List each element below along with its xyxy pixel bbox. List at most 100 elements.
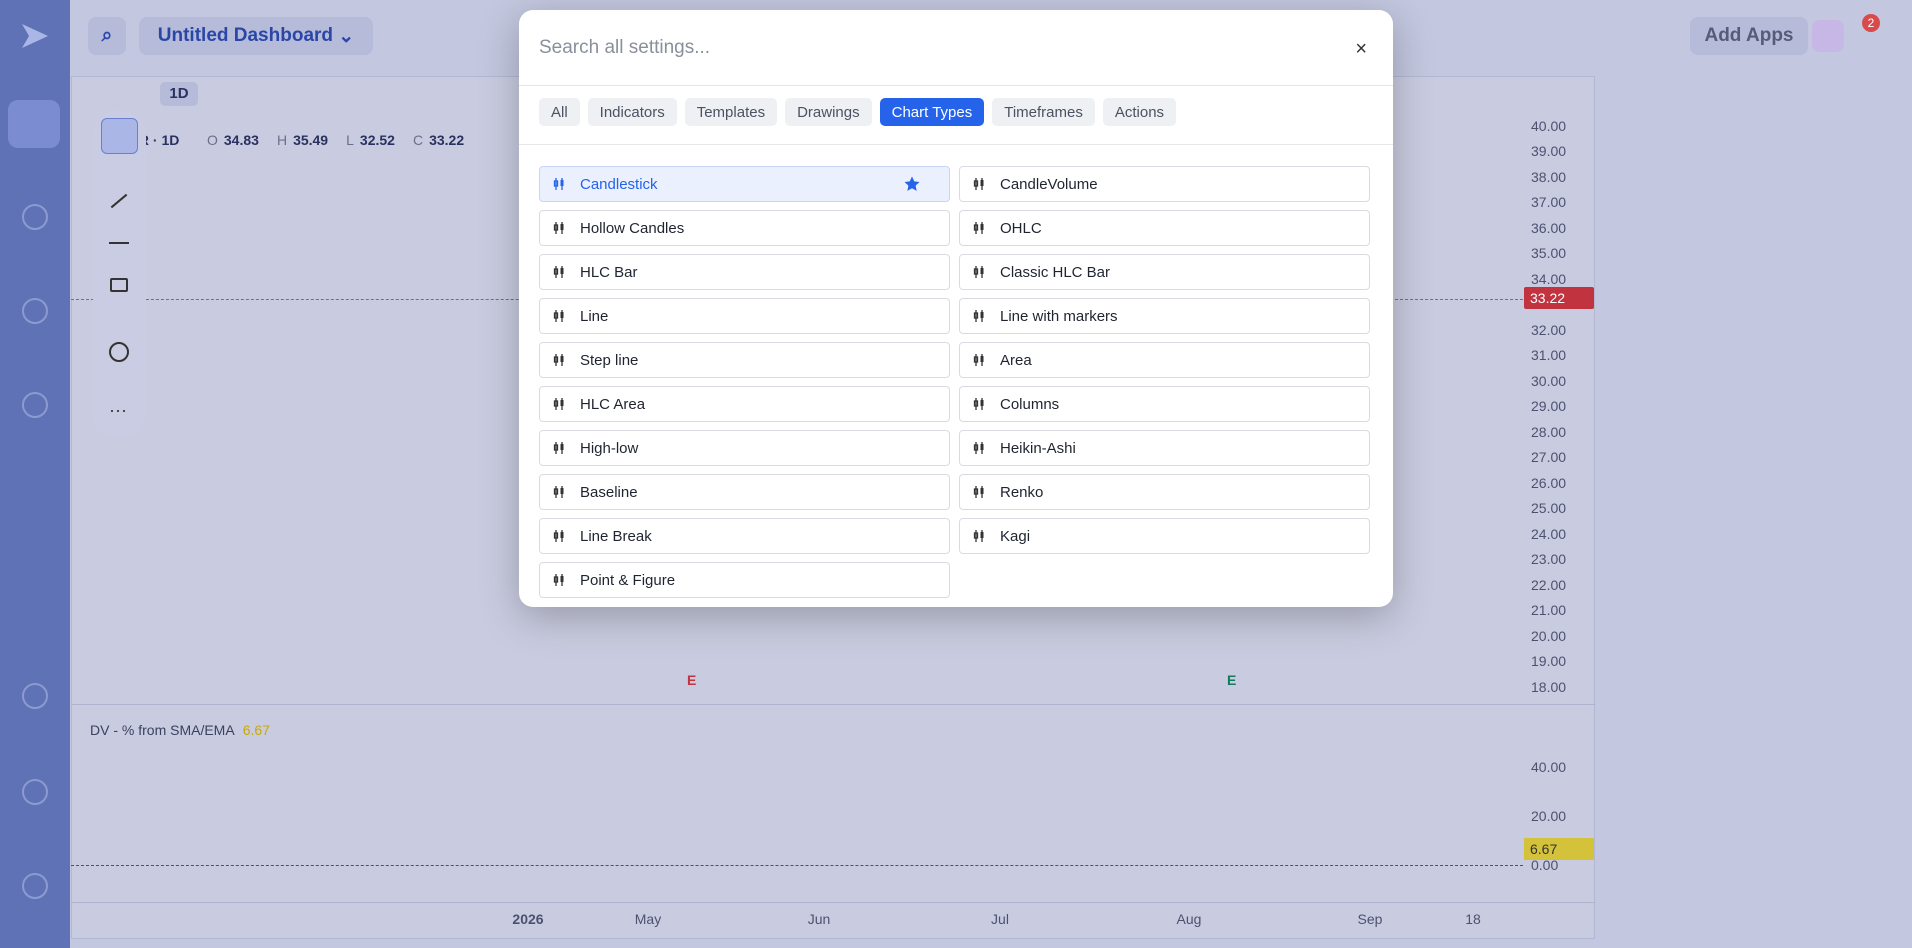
tab[interactable]: Indicators <box>587 98 677 126</box>
chart-type-item[interactable]: Baseline <box>539 474 950 510</box>
chart-type-icon <box>553 398 564 410</box>
chart-type-icon <box>553 530 564 542</box>
chart-type-label: CandleVolume <box>1000 175 1098 193</box>
ai-button[interactable] <box>1812 20 1844 52</box>
x-label: Aug <box>1176 911 1202 927</box>
ohlc-item: L 32.52 <box>346 132 395 148</box>
notification-badge: 2 <box>1862 14 1880 32</box>
title-text: Untitled Dashboard <box>157 25 334 46</box>
tab[interactable]: Drawings <box>785 98 872 126</box>
close-button[interactable]: × <box>1355 38 1367 60</box>
logo <box>22 24 48 48</box>
rectangle-tool[interactable] <box>110 278 128 292</box>
price-label: 32.00 <box>1531 321 1567 338</box>
ohlc-legend: O 34.83 H 35.49 L 32.52 C 33.22 <box>207 132 464 148</box>
chart-type-label: Line <box>580 307 609 325</box>
price-label: 22.00 <box>1531 576 1567 593</box>
nav-icon[interactable] <box>22 204 48 230</box>
chart-type-label: Columns <box>1000 395 1060 413</box>
chart-type-item[interactable]: OHLC <box>959 210 1370 246</box>
chart-type-item[interactable]: HLC Bar <box>539 254 950 290</box>
more-tool[interactable]: ··· <box>109 400 127 420</box>
pane-divider <box>71 704 1595 705</box>
price-label: 24.00 <box>1531 525 1567 542</box>
price-label: 27.00 <box>1531 449 1567 465</box>
ohlc-key: C <box>412 132 424 148</box>
nav-icon[interactable] <box>22 683 48 709</box>
ohlc-key: H <box>276 132 288 148</box>
tab[interactable]: Chart Types <box>879 98 985 126</box>
chart-type-label: HLC Area <box>580 395 646 413</box>
search-input[interactable]: Search all settings... × <box>519 10 1393 86</box>
trend-line-tool[interactable] <box>110 193 128 209</box>
chart-type-label: Heikin-Ashi <box>1000 439 1076 457</box>
chart-type-icon <box>973 310 984 322</box>
chart-type-label: Renko <box>1000 483 1044 501</box>
chart-type-item[interactable]: Line <box>539 298 950 334</box>
favorite-star[interactable] <box>903 175 921 193</box>
tab-bar: All Indicators Templates Drawings Chart Type… <box>519 86 1393 145</box>
chart-type-icon <box>973 530 984 542</box>
crosshair-tool[interactable] <box>101 118 138 154</box>
tab[interactable]: Actions <box>1102 98 1177 126</box>
dashboard-title[interactable]: Untitled Dashboard ⌄ <box>139 17 373 55</box>
chart-type-icon <box>553 354 564 366</box>
interval-button[interactable]: 1D <box>160 82 198 106</box>
chart-type-item[interactable]: Kagi <box>959 518 1370 554</box>
tab[interactable]: Timeframes <box>992 98 1095 126</box>
price-label: 29.00 <box>1531 398 1567 414</box>
nav-icon[interactable] <box>22 298 48 324</box>
tab[interactable]: All <box>539 98 580 126</box>
chart-type-item[interactable]: Line with markers <box>959 298 1370 334</box>
chart-type-item[interactable]: Step line <box>539 342 950 378</box>
ohlc-item: C 33.22 <box>413 132 464 148</box>
x-label: May <box>634 911 662 927</box>
earnings-marker: E <box>687 672 697 688</box>
sidebar <box>0 0 70 948</box>
chart-type-item[interactable]: CandleVolume <box>959 166 1370 202</box>
color-tool[interactable] <box>109 342 129 362</box>
chart-type-item[interactable]: Hollow Candles <box>539 210 950 246</box>
search-button[interactable]: ⌕ <box>88 17 126 55</box>
add-apps[interactable]: Add Apps <box>1690 17 1808 55</box>
x-label: 2026 <box>512 911 544 927</box>
settings-modal: Search all settings... × All Indicators Te… <box>519 10 1393 607</box>
chart-type-item[interactable]: Line Break <box>539 518 950 554</box>
price-label: 34.00 <box>1531 270 1567 287</box>
indicator-title: DV - % from SMA/EMA <box>90 722 235 738</box>
price-label: 38.00 <box>1531 168 1567 185</box>
indicator-axis-label: 40.00 <box>1531 759 1567 775</box>
chart-type-label: Area <box>1000 351 1032 369</box>
chart-type-item[interactable]: Renko <box>959 474 1370 510</box>
drawing-tools: ··· <box>93 110 146 439</box>
price-label: 21.00 <box>1531 602 1567 618</box>
chart-type-label: Step line <box>580 351 639 369</box>
chart-type-item[interactable]: Point & Figure <box>539 562 950 598</box>
ohlc-value: 33.22 <box>429 132 465 148</box>
chart-type-item[interactable]: High-low <box>539 430 950 466</box>
price-label: 36.00 <box>1531 219 1567 236</box>
chart-type-icon <box>973 442 984 454</box>
chart-type-label: High-low <box>580 439 639 457</box>
horizontal-line-tool[interactable] <box>109 242 129 244</box>
nav-icon[interactable] <box>22 873 48 899</box>
price-label: 20.00 <box>1531 627 1567 644</box>
chart-type-icon <box>553 310 564 322</box>
chart-type-item[interactable]: Classic HLC Bar <box>959 254 1370 290</box>
chart-type-item[interactable]: Heikin-Ashi <box>959 430 1370 466</box>
chart-type-item[interactable]: Area <box>959 342 1370 378</box>
price-label: 37.00 <box>1531 194 1567 210</box>
chart-type-icon <box>973 178 984 190</box>
tab[interactable]: Templates <box>684 98 778 126</box>
chart-type-item[interactable]: Columns <box>959 386 1370 422</box>
chart-type-label: Line with markers <box>1000 307 1118 325</box>
chart-type-item[interactable]: Candlestick <box>539 166 950 202</box>
chart-type-icon <box>553 266 564 278</box>
indicator-legend: DV - % from SMA/EMA 6.67 <box>90 722 270 738</box>
chart-type-label: Kagi <box>1000 527 1031 545</box>
chart-type-item[interactable]: HLC Area <box>539 386 950 422</box>
nav-active[interactable] <box>8 100 60 148</box>
nav-icon[interactable] <box>22 392 48 418</box>
nav-icon[interactable] <box>22 779 48 805</box>
price-label: 25.00 <box>1531 500 1567 516</box>
